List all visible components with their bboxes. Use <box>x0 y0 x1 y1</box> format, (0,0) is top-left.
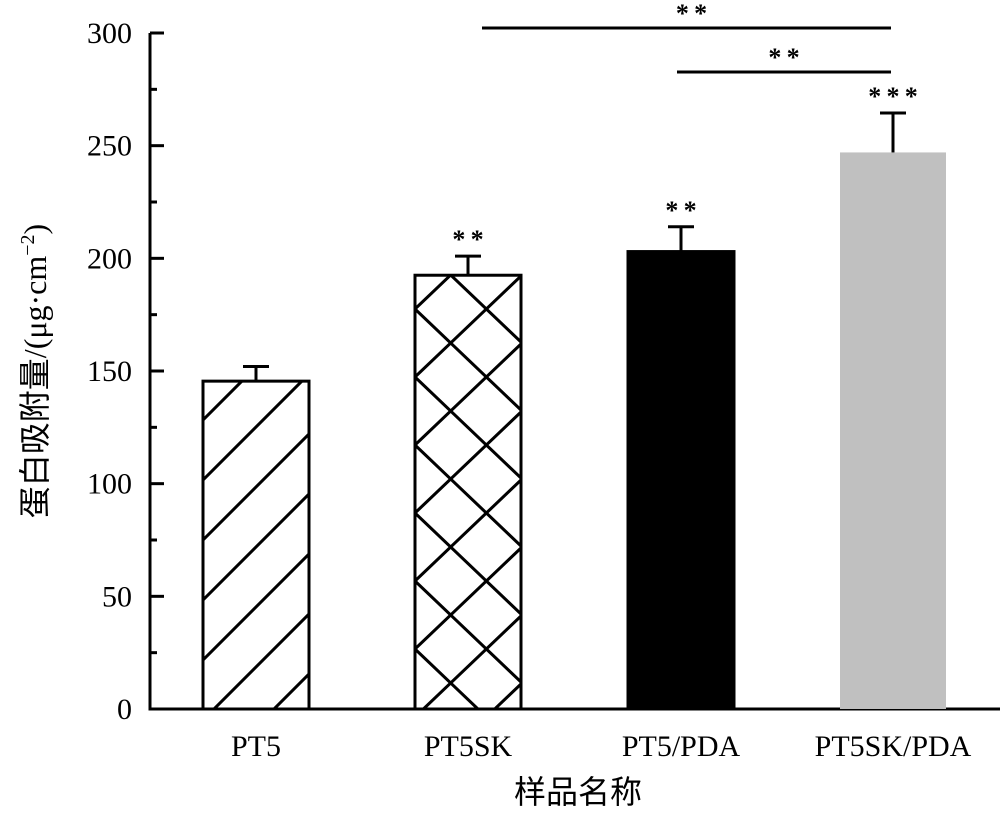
y-tick-label: 300 <box>87 17 132 50</box>
labels: 0 50 100 150 200 250 300 PT5 * * PT5SK * * PT5/PDA *… <box>87 0 972 763</box>
x-tick-label: PT5SK/PDA <box>815 730 972 763</box>
bar-pt5-pda <box>626 250 736 711</box>
bar-pt5sk <box>413 273 523 711</box>
significance-label: * * * <box>868 82 917 111</box>
significance-label: * * <box>452 225 483 254</box>
y-tick-label: 0 <box>117 693 132 726</box>
x-tick-label: PT5 <box>231 730 281 763</box>
y-tick-label: 150 <box>87 355 132 388</box>
bars <box>201 26 946 711</box>
y-tick-label: 50 <box>102 580 132 613</box>
bar-pt5sk-pda <box>840 152 946 710</box>
significance-label: * * <box>665 196 696 225</box>
x-axis-title: 样品名称 <box>514 774 642 810</box>
y-tick-label: 100 <box>87 468 132 501</box>
bar-pt5 <box>201 379 311 711</box>
x-tick-label: PT5SK <box>424 730 513 763</box>
y-tick-label: 200 <box>87 242 132 275</box>
bracket-label: * * <box>768 43 799 72</box>
bracket-label: * * <box>676 0 707 28</box>
y-tick-label: 250 <box>87 130 132 163</box>
x-tick-label: PT5/PDA <box>622 730 741 763</box>
y-axis-title: 蛋白吸附量/(μg·cm−2) <box>17 224 53 518</box>
